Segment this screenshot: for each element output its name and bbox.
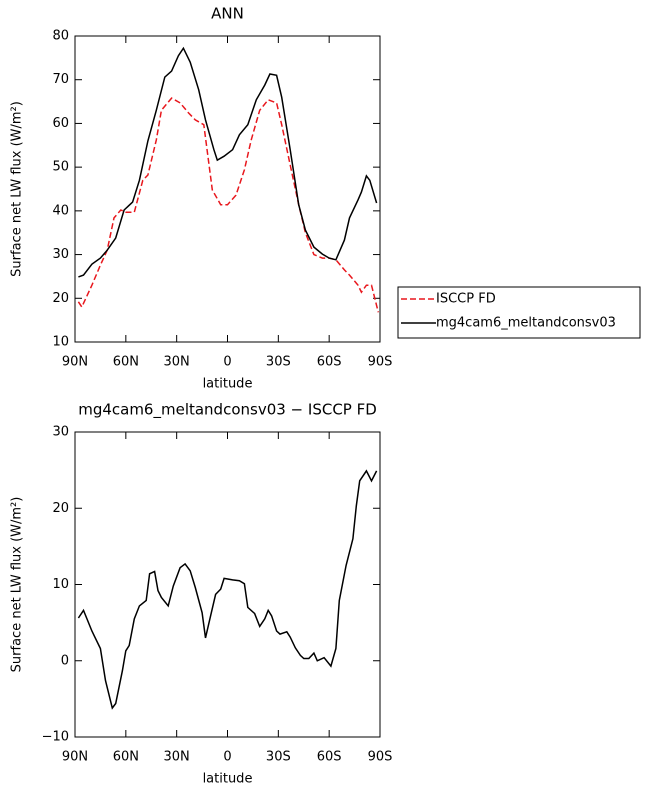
x-tick-label: 30S — [266, 355, 291, 370]
x-tick-label: 0 — [223, 355, 231, 370]
y-tick-label: 20 — [52, 501, 69, 516]
y-tick-label: 70 — [52, 72, 69, 87]
y-tick-label: 20 — [52, 291, 69, 306]
y-tick-label: −10 — [42, 730, 69, 745]
y-tick-label: 10 — [52, 577, 69, 592]
y-tick-label: 40 — [52, 203, 69, 218]
series-line — [77, 97, 380, 313]
x-tick-label: 30S — [266, 750, 291, 765]
y-axis-label: Surface net LW flux (W/m²) — [10, 497, 25, 673]
x-tick-label: 90N — [62, 355, 88, 370]
x-tick-label: 60S — [317, 750, 342, 765]
y-tick-label: 10 — [52, 335, 69, 350]
series-line — [78, 46, 378, 278]
y-tick-label: 60 — [52, 116, 69, 131]
y-tick-label: 0 — [61, 653, 69, 668]
x-tick-label: 90S — [368, 750, 393, 765]
plot-frame — [74, 431, 381, 738]
x-axis-label: latitude — [203, 377, 253, 392]
x-tick-label: 30N — [164, 355, 190, 370]
x-tick-label: 30N — [164, 750, 190, 765]
y-tick-label: 30 — [52, 425, 69, 440]
legend-box — [397, 286, 641, 339]
x-tick-label: 90S — [368, 355, 393, 370]
chart-title: ANN — [211, 5, 244, 23]
y-tick-label: 30 — [52, 247, 69, 262]
x-tick-label: 0 — [223, 750, 231, 765]
legend-label: mg4cam6_meltandconsv03 — [436, 316, 616, 331]
x-tick-label: 90N — [62, 750, 88, 765]
series-line — [77, 469, 378, 710]
chart-title: mg4cam6_meltandconsv03 − ISCCP FD — [78, 401, 377, 420]
plot-frame — [74, 35, 381, 343]
legend-label: ISCCP FD — [436, 292, 496, 307]
y-tick-label: 50 — [52, 160, 69, 175]
x-tick-label: 60N — [113, 355, 139, 370]
y-axis-label: Surface net LW flux (W/m²) — [10, 101, 25, 277]
x-tick-label: 60S — [317, 355, 342, 370]
x-tick-label: 60N — [113, 750, 139, 765]
y-tick-label: 80 — [52, 29, 69, 44]
x-axis-label: latitude — [203, 772, 253, 787]
